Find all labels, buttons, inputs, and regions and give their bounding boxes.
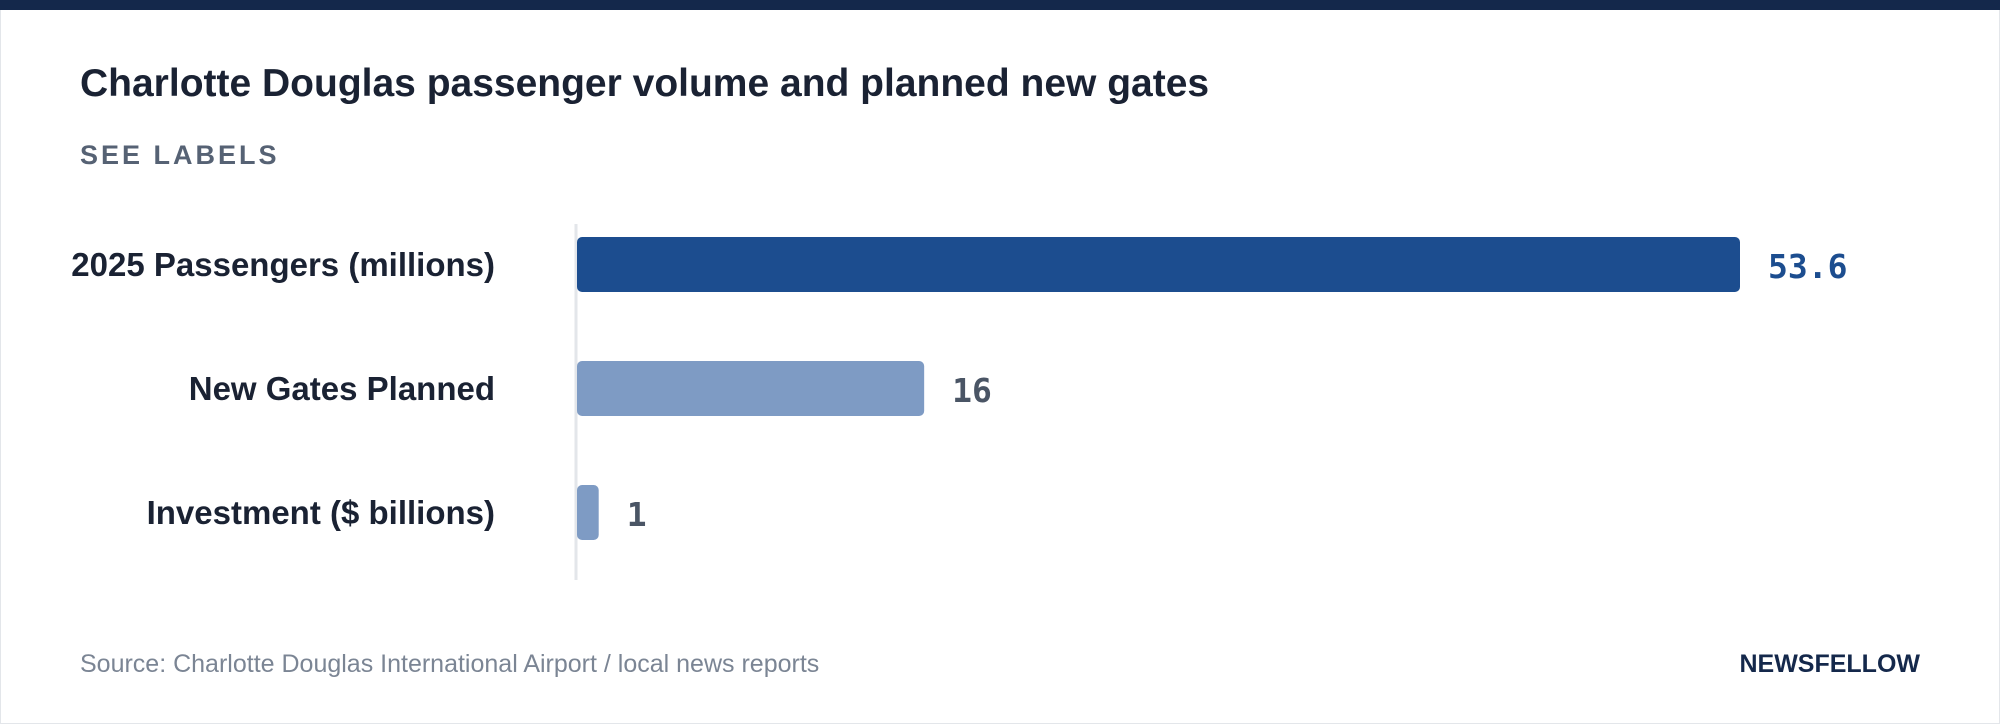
category-label: New Gates Planned xyxy=(189,370,495,407)
bar-chart: 2025 Passengers (millions) 53.6 New Gates … xyxy=(71,224,1847,580)
category-label: 2025 Passengers (millions) xyxy=(71,246,495,283)
category-label: Investment ($ billions) xyxy=(147,494,495,531)
top-accent-rule xyxy=(0,0,2000,10)
brand-logo: NEWSFELLOW xyxy=(1739,650,1920,678)
source-note: Source: Charlotte Douglas International … xyxy=(80,650,820,678)
chart-subtitle: SEE LABELS xyxy=(80,140,280,170)
bar xyxy=(577,237,1740,292)
data-label: 53.6 xyxy=(1768,247,1847,286)
bar xyxy=(577,485,599,540)
data-label: 16 xyxy=(952,371,992,410)
chart-title: Charlotte Douglas passenger volume and p… xyxy=(80,62,1210,105)
data-label: 1 xyxy=(627,495,647,534)
bar xyxy=(577,361,925,416)
